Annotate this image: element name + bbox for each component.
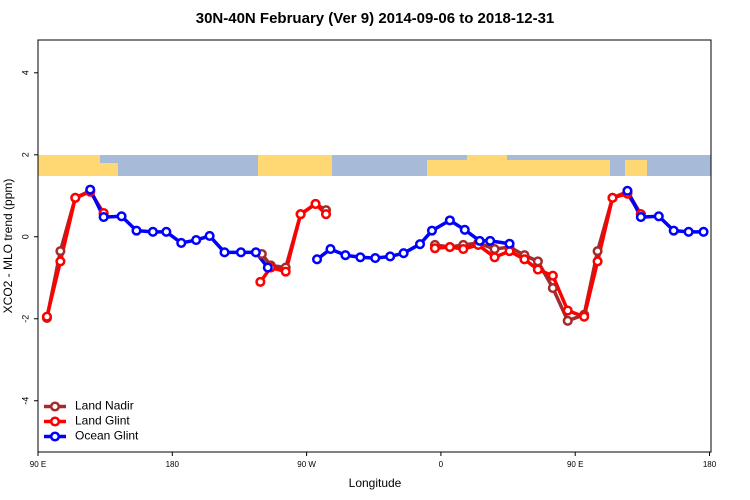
point	[204, 230, 215, 242]
point	[320, 209, 332, 220]
x-tick-label: 180	[703, 460, 717, 469]
point	[489, 252, 500, 263]
point	[547, 282, 558, 294]
legend-marker	[49, 431, 61, 442]
point	[504, 238, 515, 249]
point	[161, 226, 172, 237]
point	[219, 247, 230, 258]
point	[295, 209, 306, 220]
point	[191, 235, 202, 246]
y-tick-label: 0	[20, 234, 30, 239]
point	[444, 241, 455, 253]
point	[562, 305, 573, 316]
point	[55, 256, 66, 267]
land	[38, 155, 100, 176]
ocean	[38, 155, 711, 176]
y-tick-label: 4	[20, 70, 30, 75]
y-tick-label: -4	[20, 397, 30, 405]
point	[250, 247, 261, 258]
land	[507, 160, 610, 176]
chart-title: 30N-40N February (Ver 9) 2014-09-06 to 2…	[196, 10, 555, 27]
point	[426, 225, 438, 236]
point	[607, 192, 618, 203]
point	[98, 212, 109, 223]
point	[255, 276, 266, 287]
point	[262, 262, 273, 273]
land	[427, 160, 467, 176]
point	[653, 211, 664, 222]
point	[131, 225, 142, 236]
point	[55, 246, 66, 257]
point	[547, 270, 558, 281]
point	[429, 243, 440, 254]
point	[235, 247, 246, 258]
x-tick-label: 90 W	[297, 460, 316, 469]
point	[280, 266, 291, 277]
legend-label: Ocean Glint	[75, 429, 139, 443]
point	[519, 254, 530, 265]
land	[100, 163, 118, 176]
point	[385, 251, 396, 262]
point	[176, 237, 187, 248]
y-tick-label: 2	[20, 152, 30, 157]
point	[444, 215, 455, 226]
x-tick-label: 90 E	[30, 460, 46, 469]
point	[116, 211, 127, 222]
point	[310, 198, 321, 210]
x-tick-label: 90 E	[567, 460, 583, 469]
point	[355, 252, 366, 263]
point	[41, 311, 53, 322]
point	[579, 311, 590, 322]
point	[414, 239, 426, 250]
point	[370, 253, 381, 264]
legend-marker	[49, 401, 61, 412]
x-tick-label: 180	[166, 460, 180, 469]
x-axis-label: Longitude	[349, 476, 402, 490]
point	[325, 244, 336, 255]
point	[459, 224, 470, 235]
point	[485, 235, 496, 246]
point	[592, 246, 603, 257]
point	[147, 226, 158, 237]
land	[258, 155, 332, 176]
point	[698, 226, 709, 237]
legend-label: Land Nadir	[75, 399, 134, 413]
point	[683, 226, 694, 237]
point	[398, 248, 409, 259]
map-band	[38, 155, 711, 176]
point	[458, 244, 469, 255]
point	[622, 185, 633, 196]
point	[532, 264, 543, 275]
point	[532, 256, 543, 267]
legend-marker	[49, 416, 61, 427]
point	[592, 256, 603, 267]
point	[635, 212, 646, 223]
x-tick-label: 0	[439, 460, 444, 469]
point	[70, 192, 81, 203]
y-axis-label: XCO2 - MLO trend (ppm)	[1, 179, 15, 314]
point	[562, 315, 573, 326]
point	[474, 235, 485, 246]
land	[625, 160, 647, 176]
y-tick-label: -2	[20, 315, 30, 323]
point	[489, 244, 500, 255]
land	[467, 155, 507, 176]
point	[340, 250, 351, 261]
legend-label: Land Glint	[75, 414, 130, 428]
point	[668, 225, 679, 236]
point	[85, 184, 96, 195]
plot-frame	[37, 39, 712, 453]
point	[311, 254, 323, 265]
